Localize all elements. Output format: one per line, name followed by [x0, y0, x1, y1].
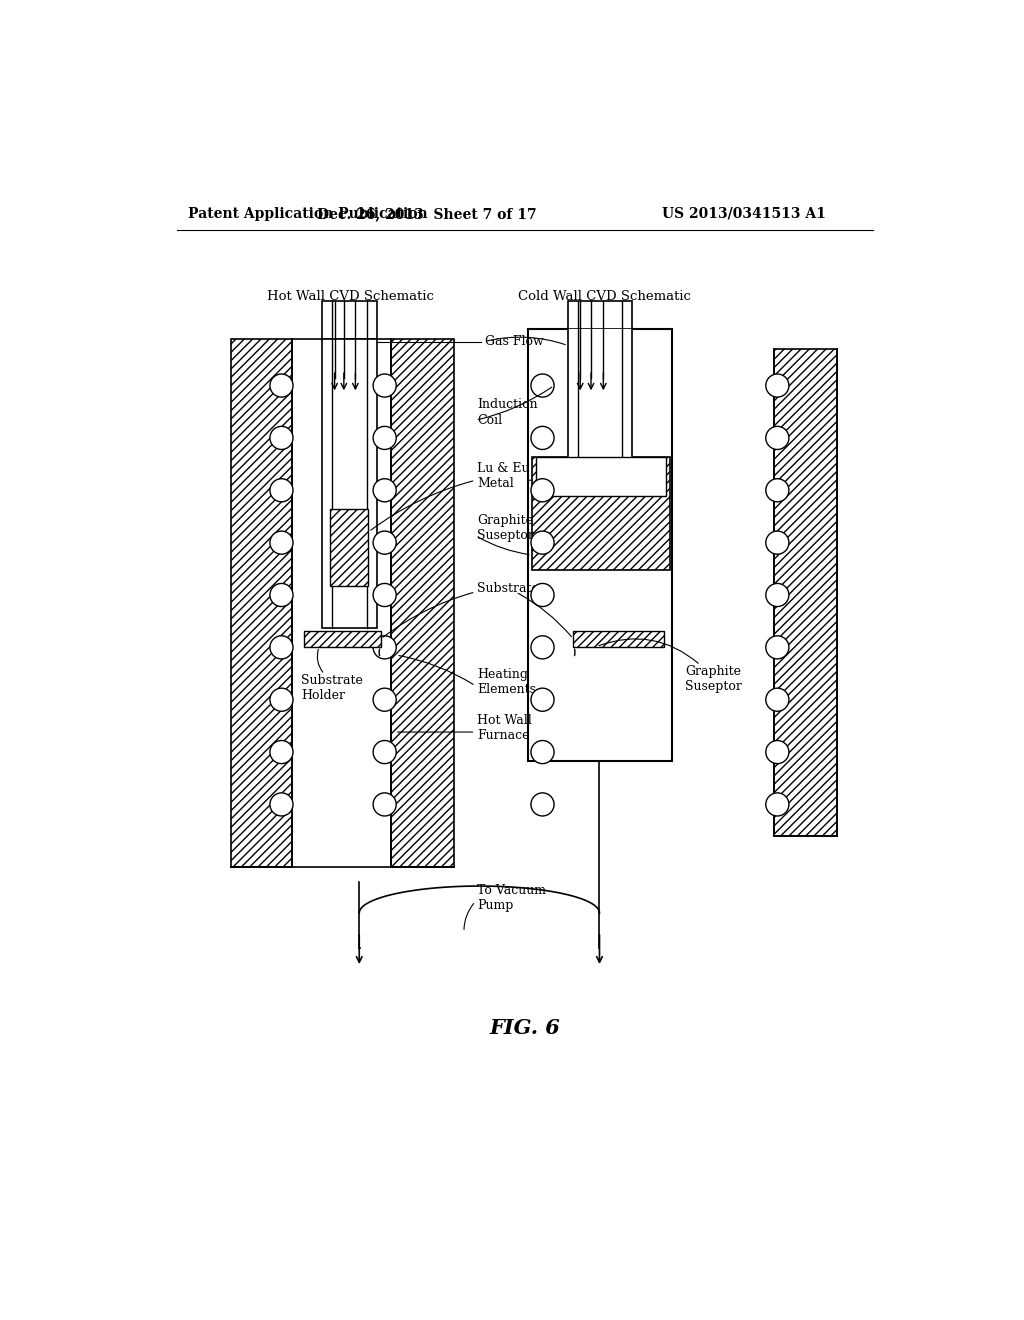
Circle shape: [270, 793, 293, 816]
Text: Heating
Elements: Heating Elements: [477, 668, 536, 696]
Circle shape: [373, 531, 396, 554]
Circle shape: [270, 636, 293, 659]
Bar: [322, 339, 377, 628]
Circle shape: [766, 374, 788, 397]
Bar: [568, 330, 632, 457]
Circle shape: [531, 688, 554, 711]
Text: To Vacuum
Pump: To Vacuum Pump: [477, 883, 546, 912]
Bar: [322, 301, 377, 339]
Text: Induction
Coil: Induction Coil: [477, 399, 538, 426]
Circle shape: [766, 688, 788, 711]
Text: Substrate
Holder: Substrate Holder: [301, 675, 364, 702]
Circle shape: [270, 531, 293, 554]
Text: Gas Flow: Gas Flow: [484, 335, 544, 348]
Circle shape: [766, 793, 788, 816]
Bar: [292, 339, 391, 867]
Circle shape: [373, 688, 396, 711]
Circle shape: [766, 583, 788, 607]
Circle shape: [531, 741, 554, 763]
Circle shape: [531, 636, 554, 659]
Bar: [528, 330, 672, 760]
Circle shape: [270, 479, 293, 502]
Text: Hot Wall CVD Schematic: Hot Wall CVD Schematic: [266, 290, 433, 304]
Circle shape: [531, 793, 554, 816]
Text: US 2013/0341513 A1: US 2013/0341513 A1: [662, 207, 825, 220]
Circle shape: [373, 583, 396, 607]
Text: Cold Wall CVD Schematic: Cold Wall CVD Schematic: [518, 290, 691, 304]
Text: Lu & Eu
Metal: Lu & Eu Metal: [477, 462, 529, 491]
Text: Hot Wall
Furnace: Hot Wall Furnace: [477, 714, 531, 742]
Text: FIG. 6: FIG. 6: [489, 1019, 560, 1039]
Circle shape: [270, 583, 293, 607]
Bar: [773, 350, 837, 836]
Bar: [330, 508, 369, 586]
Text: Dec. 26, 2013  Sheet 7 of 17: Dec. 26, 2013 Sheet 7 of 17: [317, 207, 537, 220]
Circle shape: [766, 426, 788, 449]
Circle shape: [766, 636, 788, 659]
Circle shape: [270, 688, 293, 711]
Bar: [531, 457, 670, 570]
Bar: [536, 457, 666, 496]
Circle shape: [373, 374, 396, 397]
Text: Graphite
Suseptor: Graphite Suseptor: [477, 513, 534, 543]
Bar: [230, 339, 292, 867]
Text: Substrate: Substrate: [477, 582, 539, 594]
Circle shape: [531, 583, 554, 607]
Circle shape: [531, 531, 554, 554]
Circle shape: [766, 741, 788, 763]
Bar: [391, 339, 454, 867]
Circle shape: [270, 426, 293, 449]
Circle shape: [270, 374, 293, 397]
Bar: [573, 631, 665, 647]
Circle shape: [373, 426, 396, 449]
Text: Patent Application Publication: Patent Application Publication: [188, 207, 428, 220]
Circle shape: [766, 531, 788, 554]
Bar: [304, 631, 381, 647]
Text: Graphite
Suseptor: Graphite Suseptor: [685, 665, 741, 693]
Circle shape: [373, 479, 396, 502]
Circle shape: [373, 636, 396, 659]
Circle shape: [531, 479, 554, 502]
Circle shape: [531, 426, 554, 449]
Bar: [568, 301, 632, 330]
Circle shape: [373, 793, 396, 816]
Circle shape: [766, 479, 788, 502]
Circle shape: [373, 741, 396, 763]
Circle shape: [531, 374, 554, 397]
Circle shape: [270, 741, 293, 763]
